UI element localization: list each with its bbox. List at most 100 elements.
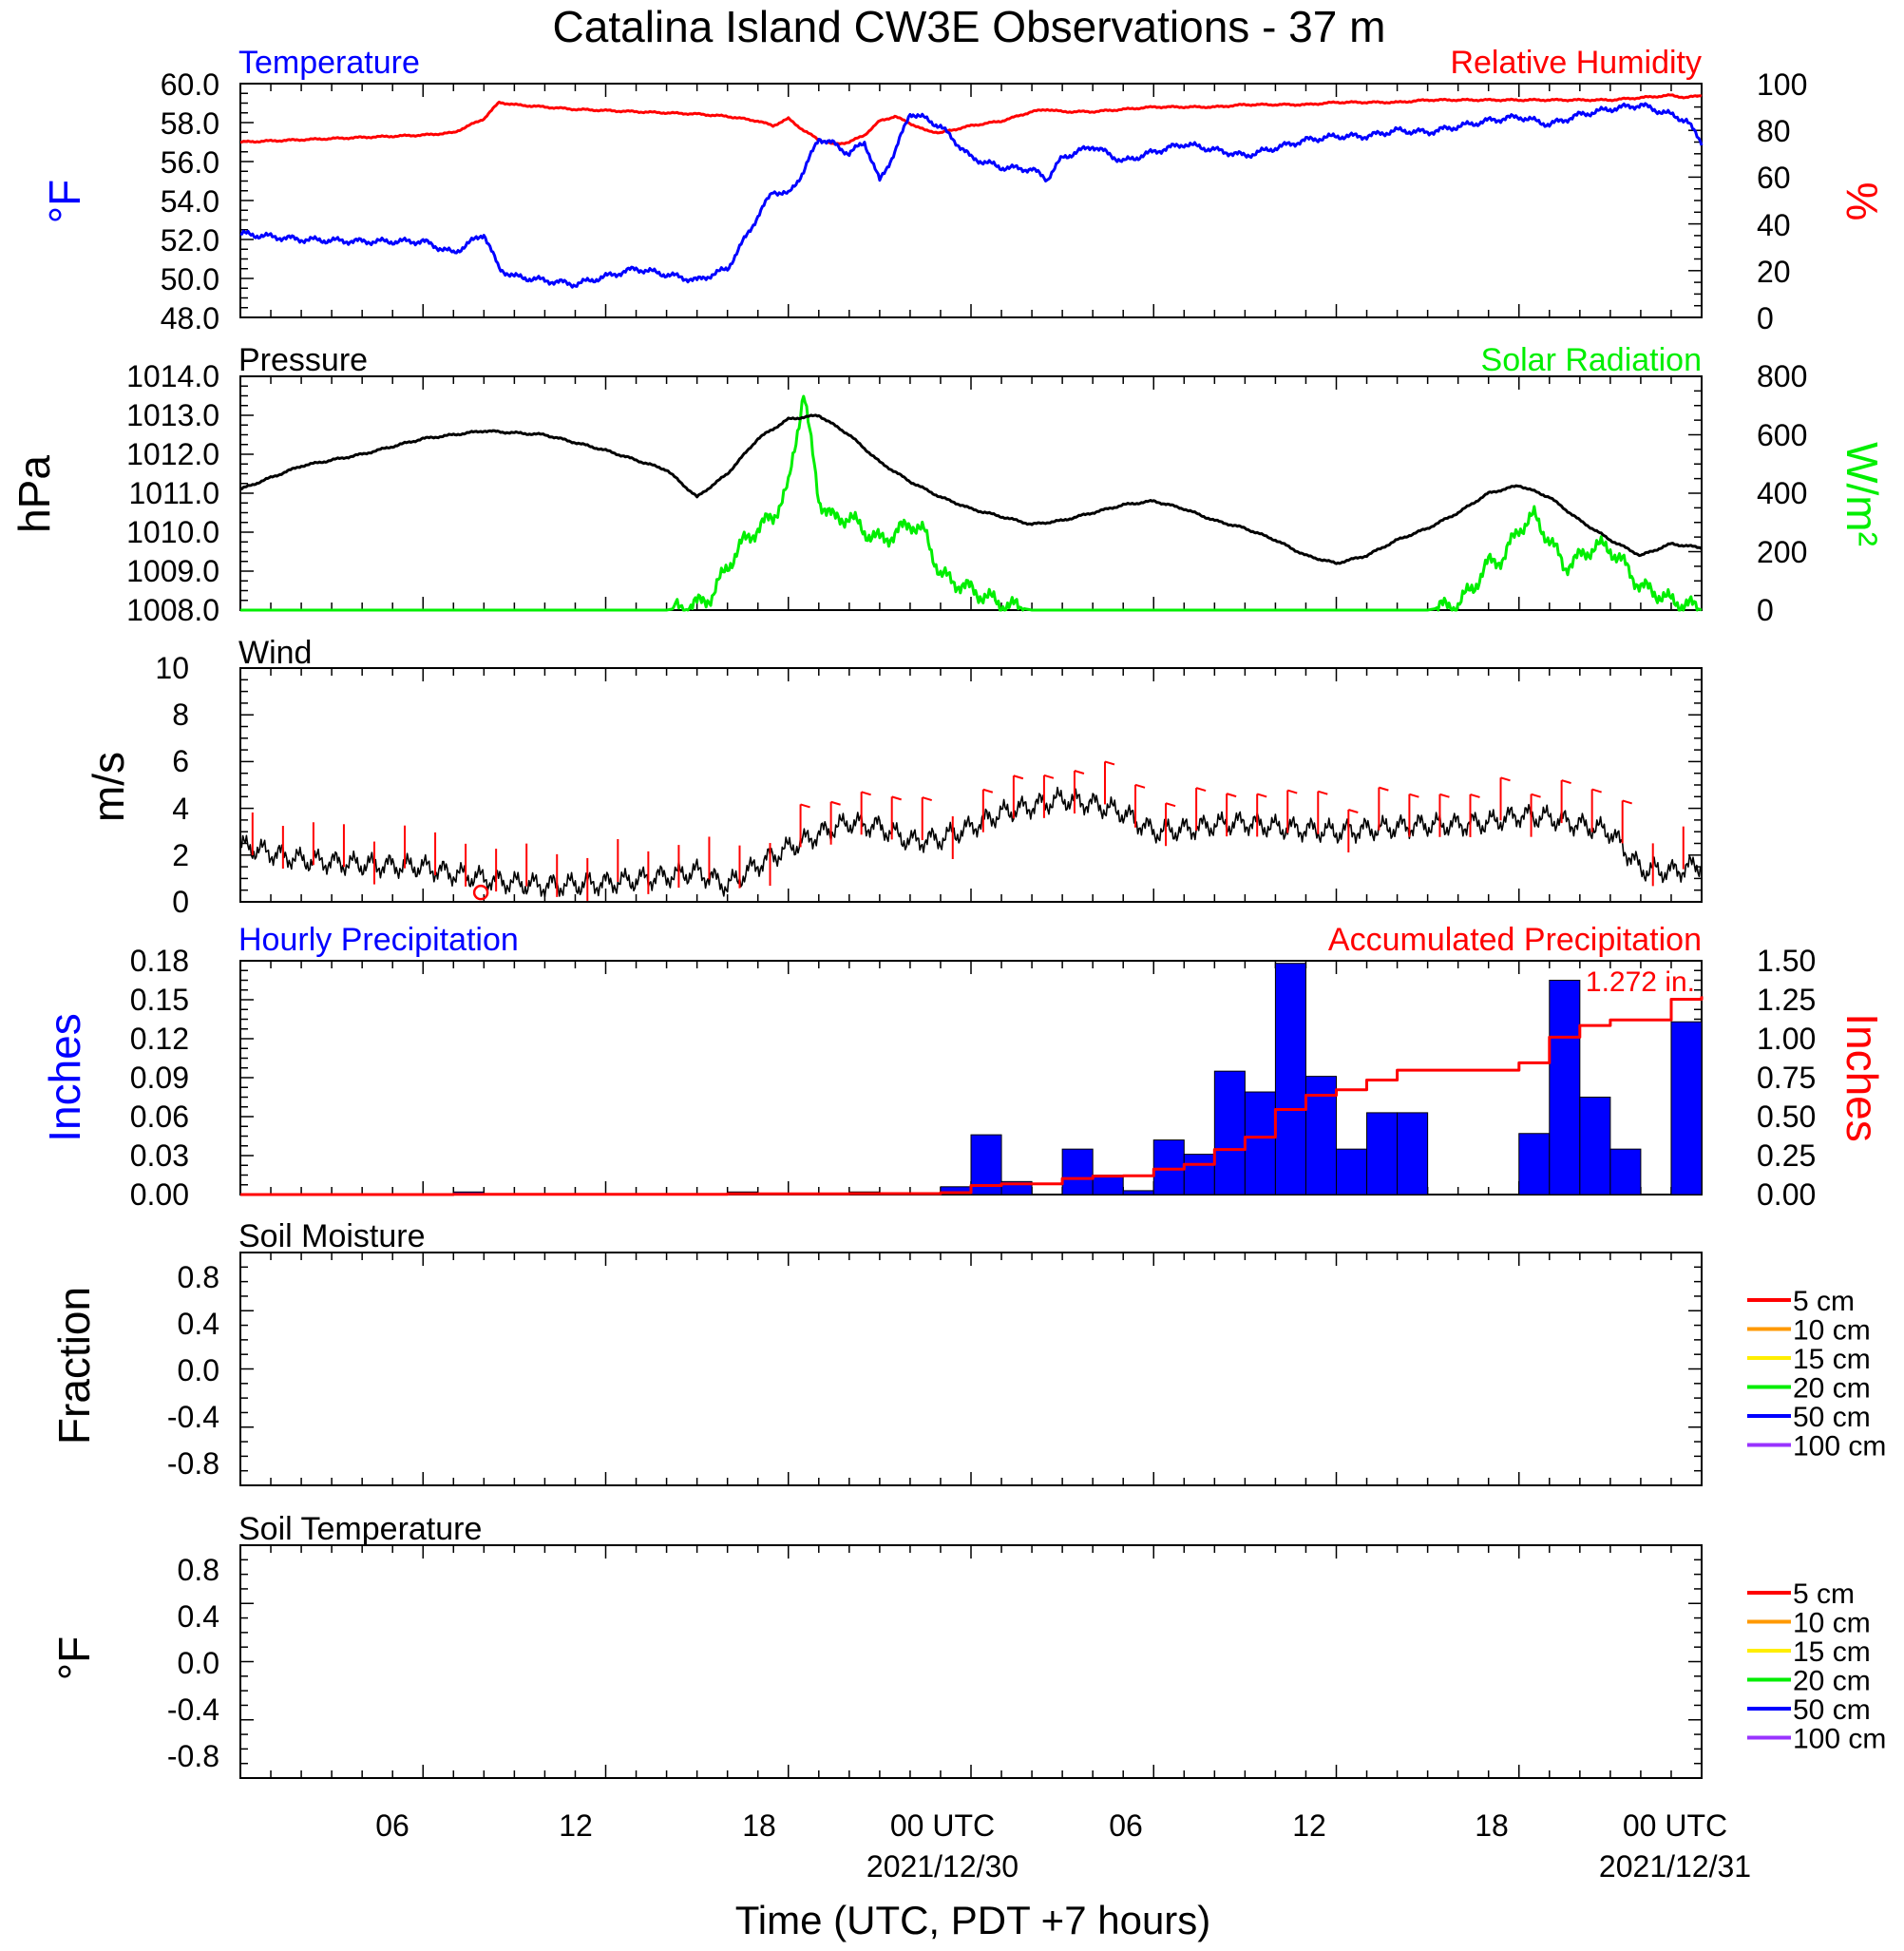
x-tick-label: 18 bbox=[1475, 1808, 1509, 1843]
precip-bar bbox=[1336, 1148, 1368, 1195]
precip-bar bbox=[1061, 1148, 1094, 1195]
wind-barb-flag bbox=[1470, 793, 1480, 798]
solar-tick-label: 0 bbox=[1757, 593, 1774, 627]
legend-label: 100 cm bbox=[1793, 1724, 1886, 1755]
x-axis-label: Time (UTC, PDT +7 hours) bbox=[735, 1898, 1211, 1942]
legend-label: 15 cm bbox=[1793, 1344, 1871, 1375]
wind-barb-flag bbox=[982, 788, 994, 794]
soil-moisture-tick-label: 0.4 bbox=[178, 1307, 219, 1341]
temp-tick-label: 50.0 bbox=[161, 262, 219, 296]
x-tick-label: 12 bbox=[559, 1808, 593, 1843]
precip-tick-label: 0.03 bbox=[130, 1138, 189, 1173]
wind-barb-flag bbox=[1195, 787, 1207, 793]
wind-barb-flag bbox=[1591, 788, 1602, 794]
pressure-panel: Pressure Solar Radiation hPa W/m² 1014.0… bbox=[10, 342, 1887, 627]
wind-left-tick-labels: 10 8 6 4 2 0 bbox=[155, 651, 189, 919]
wind-barb-flag bbox=[891, 795, 902, 801]
legend-label: 10 cm bbox=[1793, 1315, 1871, 1347]
pressure-line bbox=[239, 413, 1703, 565]
soil-temperature-tick-labels: 0.8 0.4 0.0 -0.4 -0.8 bbox=[167, 1553, 219, 1773]
soil-moisture-panel: Soil Moisture Fraction 0.8 0.4 0.0 -0.4 … bbox=[49, 1218, 1886, 1486]
wind-barb-flag bbox=[800, 803, 810, 809]
soil-moisture-tick-label: -0.8 bbox=[167, 1446, 219, 1481]
precip-tick-label: 0.12 bbox=[130, 1022, 189, 1056]
x-tick-label: 00 UTC bbox=[890, 1808, 995, 1843]
precip-bar bbox=[1152, 1139, 1185, 1195]
wind-speed-line bbox=[239, 786, 1703, 898]
solar-right-tick-labels: 800 600 400 200 0 bbox=[1757, 359, 1807, 627]
x-tick-label: 18 bbox=[742, 1808, 776, 1843]
soil-moisture-title: Soil Moisture bbox=[238, 1218, 426, 1254]
legend-label: 100 cm bbox=[1793, 1431, 1886, 1463]
pressure-plot-area bbox=[239, 375, 1703, 612]
soil-moisture-tick-labels: 0.8 0.4 0.0 -0.4 -0.8 bbox=[167, 1260, 219, 1481]
pressure-tick-label: 1013.0 bbox=[126, 398, 219, 432]
soil-moisture-tick-label: -0.4 bbox=[167, 1400, 219, 1434]
rh-right-ylabel: % bbox=[1837, 182, 1887, 221]
precip-right-ylabel: Inches bbox=[1837, 1013, 1887, 1142]
calm-wind-marker bbox=[472, 884, 489, 901]
precip-right-tick-labels: 1.50 1.25 1.00 0.75 0.50 0.25 0.00 bbox=[1757, 944, 1816, 1212]
legend-label: 50 cm bbox=[1793, 1694, 1871, 1726]
precip-bar bbox=[1244, 1091, 1276, 1195]
pressure-tick-label: 1008.0 bbox=[126, 593, 219, 627]
x-date-label: 2021/12/30 bbox=[866, 1849, 1019, 1884]
soil-temperature-tick-label: 0.0 bbox=[178, 1646, 219, 1680]
soil-moisture-plot-area bbox=[239, 1252, 1703, 1486]
precip-left-ylabel: Inches bbox=[40, 1013, 89, 1142]
rh-tick-label: 0 bbox=[1757, 301, 1774, 335]
wind-barb-flag bbox=[1409, 793, 1419, 798]
solar-radiation-line bbox=[240, 394, 1703, 612]
temp-tick-label: 48.0 bbox=[161, 301, 219, 335]
legend-label: 20 cm bbox=[1793, 1666, 1871, 1697]
precip-left-tick-labels: 0.18 0.15 0.12 0.09 0.06 0.03 0.00 bbox=[130, 944, 189, 1212]
rh-tick-label: 100 bbox=[1757, 67, 1807, 102]
temp-tick-label: 58.0 bbox=[161, 106, 219, 141]
accum-tick-label: 1.00 bbox=[1757, 1022, 1816, 1056]
plot-frame bbox=[239, 1544, 1703, 1779]
temp-tick-label: 56.0 bbox=[161, 145, 219, 180]
wind-barb-flag bbox=[1043, 774, 1055, 779]
wind-barb-flag bbox=[1379, 786, 1389, 792]
accum-tick-label: 0.75 bbox=[1757, 1061, 1816, 1095]
rh-tick-label: 60 bbox=[1757, 161, 1791, 195]
temp-left-tick-labels: 60.0 58.0 56.0 54.0 52.0 50.0 48.0 bbox=[161, 67, 219, 335]
figure-title: Catalina Island CW3E Observations - 37 m bbox=[553, 2, 1386, 51]
precip-bar bbox=[1092, 1175, 1124, 1195]
legend-label: 5 cm bbox=[1793, 1286, 1855, 1317]
pressure-tick-label: 1014.0 bbox=[126, 359, 219, 393]
wind-barb-flag bbox=[1622, 799, 1632, 805]
legend-label: 20 cm bbox=[1793, 1373, 1871, 1405]
temp-left-title: Temperature bbox=[238, 45, 420, 81]
precip-tick-label: 0.00 bbox=[130, 1177, 189, 1212]
wind-barb-flag bbox=[1561, 779, 1571, 785]
legend-label: 50 cm bbox=[1793, 1402, 1871, 1433]
wind-barb-flag bbox=[1500, 776, 1511, 782]
rh-right-tick-labels: 100 80 60 40 20 0 bbox=[1757, 67, 1807, 335]
precip-bar bbox=[1397, 1112, 1429, 1195]
precip-tick-label: 0.06 bbox=[130, 1100, 189, 1134]
x-date-label: 2021/12/31 bbox=[1599, 1849, 1751, 1884]
wind-barb-flag bbox=[1104, 760, 1115, 766]
wind-barb-flag bbox=[922, 796, 933, 802]
legend-label: 5 cm bbox=[1793, 1578, 1855, 1610]
wind-barb-flag bbox=[1074, 770, 1085, 775]
precip-bar bbox=[1518, 1133, 1551, 1195]
wind-plot-area bbox=[239, 667, 1703, 903]
wind-panel: Wind m/s 10 8 6 4 2 0 bbox=[84, 635, 1703, 919]
temp-tick-label: 52.0 bbox=[161, 223, 219, 258]
wind-tick-label: 8 bbox=[172, 698, 189, 732]
temp-plot-area bbox=[239, 83, 1704, 318]
soil-temperature-tick-label: 0.4 bbox=[178, 1599, 219, 1634]
wind-barb-flag bbox=[1439, 793, 1450, 798]
wind-barb-flag bbox=[1134, 783, 1146, 789]
wind-barb-flag bbox=[1286, 789, 1298, 794]
soil-moisture-ylabel: Fraction bbox=[49, 1287, 99, 1444]
rh-tick-label: 80 bbox=[1757, 114, 1791, 148]
x-tick-label: 12 bbox=[1292, 1808, 1326, 1843]
precip-bar bbox=[1366, 1112, 1399, 1195]
wind-tick-label: 10 bbox=[155, 651, 189, 685]
